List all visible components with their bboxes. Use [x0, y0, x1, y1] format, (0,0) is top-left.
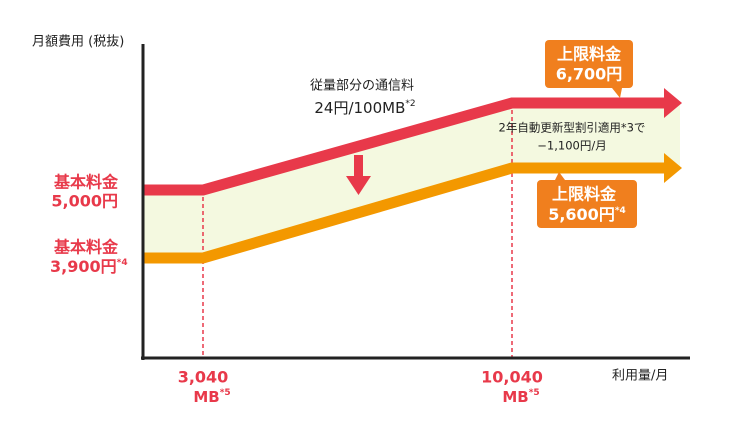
rate: 24円/100MB: [314, 99, 405, 117]
x-axis-label: 利用量/月: [612, 369, 668, 384]
cap-label: 上限料金: [552, 185, 617, 204]
base-value: 5,000円: [51, 192, 118, 211]
cap-value: 6,700円: [556, 65, 623, 84]
value: 5,600円: [548, 205, 615, 224]
note: *4: [615, 206, 626, 216]
arrow-red: [664, 88, 682, 118]
value: 3,900円: [50, 257, 117, 276]
note: *5: [220, 388, 231, 398]
discount: 2年自動更新型割引適用*3で: [499, 121, 646, 135]
callout-tail: [612, 88, 622, 98]
callout: [545, 40, 633, 88]
base-label: 基本料金: [53, 173, 119, 192]
down-arrow: [354, 155, 363, 177]
note: *5: [529, 388, 540, 398]
slope-title: 従量部分の通信料: [310, 79, 414, 94]
y-axis-label: 月額費用 (税抜): [32, 34, 124, 50]
breakpoint-unit: MB*5: [502, 388, 539, 406]
note: *2: [405, 99, 415, 109]
breakpoint-unit: MB*5: [193, 388, 230, 406]
line-orange: [143, 162, 666, 264]
cap-value: 5,600円*4: [548, 205, 626, 224]
callout: [537, 180, 637, 228]
slope-rate: 24円/100MB*2: [314, 99, 415, 117]
down-arrow: [346, 176, 371, 195]
note: *4: [117, 258, 128, 268]
callout-tail: [555, 172, 565, 180]
arrow-orange: [664, 153, 682, 183]
band-fill: [143, 103, 680, 258]
breakpoint-value: 10,040: [481, 368, 543, 387]
base-value: 3,900円*4: [50, 257, 128, 276]
line-red: [143, 97, 666, 196]
discount: −1,100円/月: [537, 139, 606, 153]
unit: MB: [502, 388, 528, 406]
breakpoint-value: 3,040: [178, 368, 229, 387]
cap-label: 上限料金: [557, 45, 622, 64]
base-label: 基本料金: [53, 238, 119, 257]
unit: MB: [193, 388, 219, 406]
